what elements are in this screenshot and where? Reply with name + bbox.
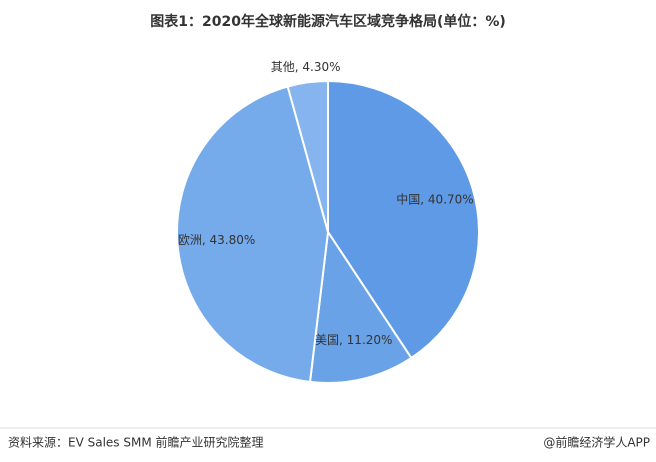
slice-label: 欧洲, 43.80% (178, 233, 255, 247)
pie (176, 79, 480, 384)
slice-label: 美国, 11.20% (315, 333, 392, 347)
brand: @前瞻经济学人APP (543, 435, 650, 450)
pie-slice (176, 85, 330, 384)
labels: 中国, 40.70% 美国, 11.20% 欧洲, 43.80% 其他, 4.30% (178, 60, 474, 347)
slice-label: 中国, 40.70% (396, 191, 473, 206)
pie-slice (286, 79, 329, 233)
pie-slice (308, 229, 413, 384)
source: 资料来源：EV Sales SMM 前瞻产业研究院整理 (8, 435, 264, 450)
chart-title: 图表1：2020年全球新能源汽车区域竞争格局(单位：%) (150, 13, 506, 30)
slice-label: 其他, 4.30% (271, 60, 341, 74)
